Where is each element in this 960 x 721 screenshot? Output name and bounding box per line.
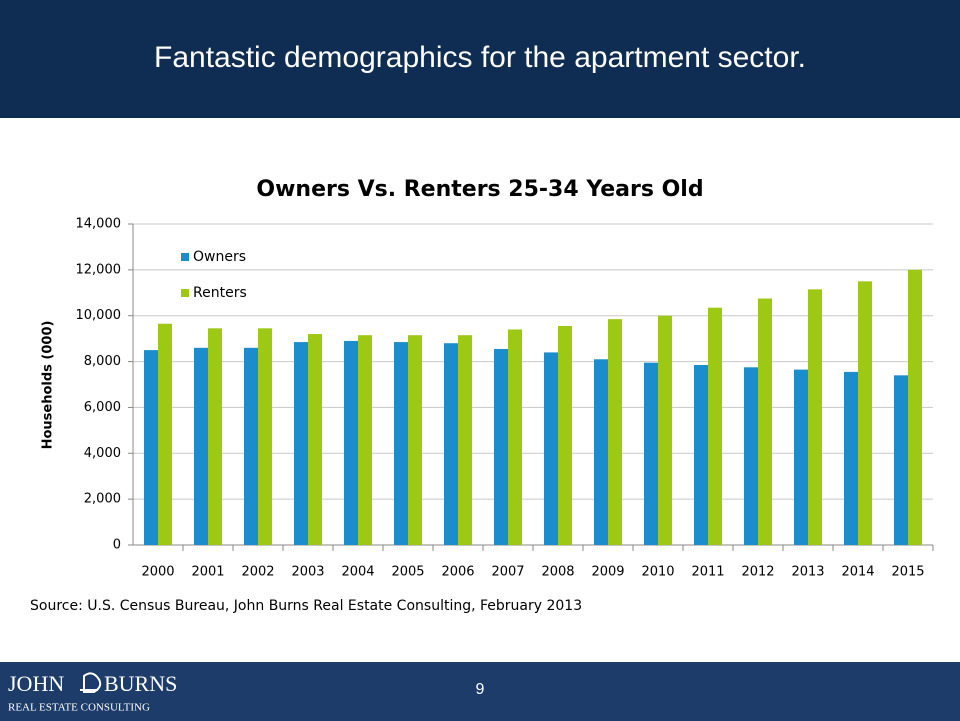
bar — [194, 347, 208, 545]
x-tick-label: 2015 — [891, 565, 924, 580]
chart: Owners Vs. Renters 25-34 Years Old House… — [30, 177, 934, 614]
bar — [758, 298, 772, 545]
y-tick-label: 0 — [113, 538, 121, 553]
bar — [558, 326, 572, 545]
bar — [708, 307, 722, 545]
source-note: Source: U.S. Census Bureau, John Burns R… — [30, 598, 582, 614]
bar — [808, 289, 822, 545]
y-tick-label: 10,000 — [76, 308, 122, 323]
bar — [358, 335, 372, 545]
bar — [208, 328, 222, 545]
bar — [744, 367, 758, 545]
x-tick-label: 2001 — [191, 565, 224, 580]
logo-text: BURNS — [104, 671, 177, 696]
logo-icon — [80, 672, 102, 693]
logo-subtitle: REAL ESTATE CONSULTING — [8, 702, 150, 714]
bar — [408, 335, 422, 545]
bar — [458, 335, 472, 545]
bar — [794, 369, 808, 545]
bar — [444, 343, 458, 545]
y-tick-label: 14,000 — [76, 217, 122, 232]
bar — [508, 329, 522, 545]
footer: JOHN BURNS REAL ESTATE CONSULTING 9 — [0, 662, 960, 721]
x-tick-label: 2000 — [141, 565, 174, 580]
logo-text: JOHN — [8, 671, 64, 696]
bar — [144, 350, 158, 545]
x-tick-label: 2002 — [241, 565, 274, 580]
bar — [344, 340, 358, 545]
bar — [658, 315, 672, 545]
bar — [858, 281, 872, 545]
x-tick-label: 2007 — [491, 565, 524, 580]
x-tick-label: 2004 — [341, 565, 374, 580]
page-number: 9 — [476, 681, 485, 698]
bar — [908, 269, 922, 545]
x-tick-label: 2011 — [691, 565, 724, 580]
x-tick-label: 2013 — [791, 565, 824, 580]
y-tick-label: 2,000 — [84, 492, 121, 507]
bar — [258, 328, 272, 545]
bar — [844, 371, 858, 545]
y-tick-label: 6,000 — [84, 400, 121, 415]
x-tick-label: 2003 — [291, 565, 324, 580]
bar — [494, 348, 508, 545]
y-tick-label: 4,000 — [84, 446, 121, 461]
legend-label: Renters — [193, 285, 247, 301]
bar — [608, 319, 622, 545]
legend-swatch — [181, 253, 189, 261]
chart-title: Owners Vs. Renters 25-34 Years Old — [256, 177, 703, 202]
bar — [294, 342, 308, 545]
y-tick-label: 8,000 — [84, 354, 121, 369]
bar — [894, 375, 908, 545]
x-tick-label: 2014 — [841, 565, 874, 580]
legend-swatch — [181, 289, 189, 297]
y-tick-label: 12,000 — [76, 262, 122, 277]
bar — [308, 334, 322, 545]
bar — [544, 352, 558, 545]
y-axis-label: Households (000) — [41, 321, 56, 450]
x-tick-label: 2009 — [591, 565, 624, 580]
bar — [594, 359, 608, 545]
bar — [644, 362, 658, 545]
legend-label: Owners — [193, 249, 246, 265]
slide-title: Fantastic demographics for the apartment… — [0, 0, 960, 118]
x-tick-label: 2012 — [741, 565, 774, 580]
bar — [394, 342, 408, 545]
x-tick-label: 2005 — [391, 565, 424, 580]
x-tick-label: 2006 — [441, 565, 474, 580]
bar — [244, 347, 258, 545]
x-tick-label: 2008 — [541, 565, 574, 580]
bar — [694, 365, 708, 545]
footer-art: JOHN BURNS REAL ESTATE CONSULTING 9 — [8, 671, 485, 714]
x-tick-label: 2010 — [641, 565, 674, 580]
bar — [158, 323, 172, 545]
